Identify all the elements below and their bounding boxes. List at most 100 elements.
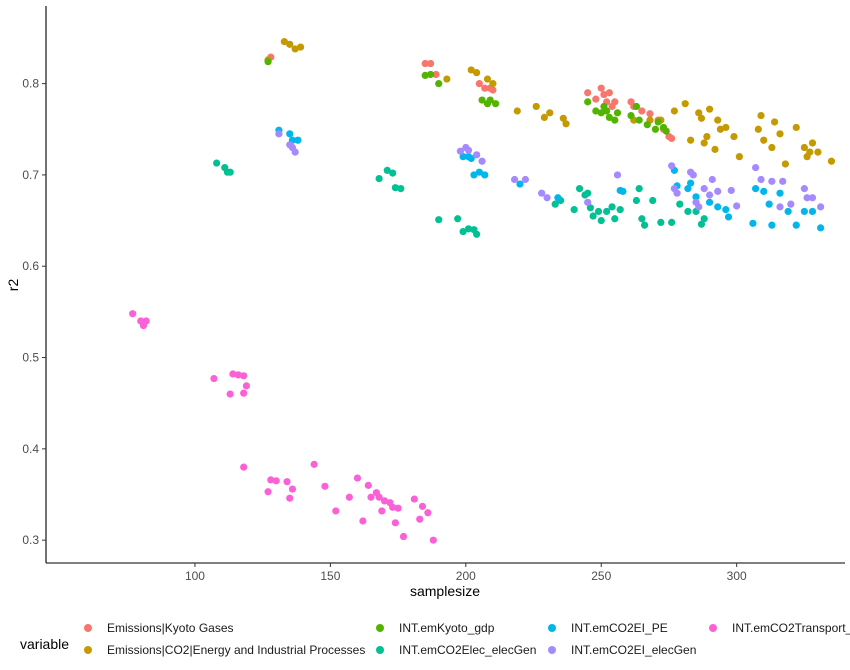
data-point: [754, 125, 762, 133]
data-point: [286, 494, 294, 502]
data-point: [286, 40, 294, 48]
data-point: [424, 509, 432, 517]
data-point: [814, 148, 822, 156]
data-point: [697, 114, 706, 122]
data-point: [605, 89, 613, 97]
data-point: [421, 71, 429, 79]
data-point: [562, 120, 570, 128]
data-point: [264, 58, 272, 66]
data-point: [687, 179, 695, 187]
data-point: [757, 175, 765, 184]
legend-label: INT.emKyoto_gdp: [399, 621, 495, 635]
data-point: [784, 207, 792, 216]
data-point: [803, 194, 811, 202]
y-tick-label: 0.4: [22, 442, 39, 456]
data-point: [240, 463, 248, 471]
legend-marker: [548, 646, 556, 654]
data-point: [584, 89, 592, 97]
data-point: [416, 515, 424, 523]
data-point: [538, 189, 546, 197]
data-point: [605, 113, 613, 121]
data-point: [516, 180, 524, 188]
data-point: [584, 189, 592, 197]
x-tick-label: 100: [185, 569, 205, 583]
data-point: [513, 107, 521, 115]
data-point: [410, 495, 418, 503]
data-point: [492, 100, 500, 108]
data-point: [600, 90, 608, 99]
data-point: [383, 166, 391, 174]
data-point: [213, 159, 221, 167]
legend-title: variable: [20, 636, 69, 652]
data-point: [646, 110, 654, 118]
data-points: [129, 38, 836, 544]
data-point: [619, 187, 627, 195]
data-point: [611, 98, 619, 106]
data-point: [540, 113, 548, 121]
x-tick-label: 250: [591, 569, 611, 583]
legend-label: Emissions|CO2|Energy and Industrial Proc…: [107, 643, 365, 657]
data-point: [473, 151, 481, 159]
data-point: [722, 206, 730, 214]
data-point: [389, 503, 397, 511]
x-axis-title: samplesize: [410, 583, 480, 599]
data-point: [481, 84, 489, 92]
data-point: [603, 107, 611, 115]
data-point: [635, 116, 643, 124]
data-point: [332, 507, 340, 515]
data-point: [391, 184, 399, 192]
data-point: [435, 216, 443, 224]
data-point: [275, 130, 283, 138]
y-tick-label: 0.7: [22, 168, 39, 182]
data-point: [380, 497, 389, 505]
data-point: [467, 154, 475, 163]
data-point: [559, 114, 567, 122]
data-point: [286, 130, 294, 138]
data-point: [638, 215, 646, 223]
data-point: [768, 143, 776, 152]
legend-marker: [84, 646, 92, 654]
y-axis-title: r2: [5, 279, 21, 292]
data-point: [757, 111, 765, 120]
data-point: [435, 80, 443, 88]
data-point: [459, 153, 467, 161]
data-point: [264, 488, 272, 496]
data-point: [700, 215, 708, 223]
data-point: [724, 213, 733, 221]
data-point: [695, 109, 703, 117]
y-tick-label: 0.8: [22, 77, 39, 91]
data-point: [806, 148, 814, 156]
data-point: [288, 485, 297, 493]
data-point: [808, 139, 817, 147]
data-point: [654, 118, 662, 126]
data-point: [730, 132, 738, 141]
data-point: [586, 204, 595, 212]
data-point: [391, 519, 399, 527]
data-point: [700, 139, 708, 147]
data-point: [283, 478, 291, 486]
data-point: [389, 169, 397, 177]
data-point: [443, 75, 451, 83]
data-point: [459, 227, 467, 236]
data-point: [662, 127, 670, 135]
data-point: [129, 310, 137, 318]
data-point: [240, 372, 248, 380]
data-point: [418, 502, 427, 510]
data-point: [481, 171, 489, 179]
data-point: [592, 107, 600, 115]
y-tick-label: 0.6: [22, 259, 39, 273]
data-point: [291, 148, 299, 156]
data-point: [800, 143, 808, 152]
data-point: [643, 121, 651, 129]
data-point: [792, 123, 800, 132]
data-point: [711, 145, 719, 153]
data-point: [242, 382, 251, 390]
data-point: [470, 171, 478, 179]
data-point: [703, 132, 711, 141]
data-point: [716, 125, 725, 133]
data-point: [427, 59, 435, 68]
data-point: [635, 185, 643, 193]
legend-label: INT.emCO2Elec_elecGen: [399, 643, 536, 657]
data-point: [359, 517, 367, 525]
